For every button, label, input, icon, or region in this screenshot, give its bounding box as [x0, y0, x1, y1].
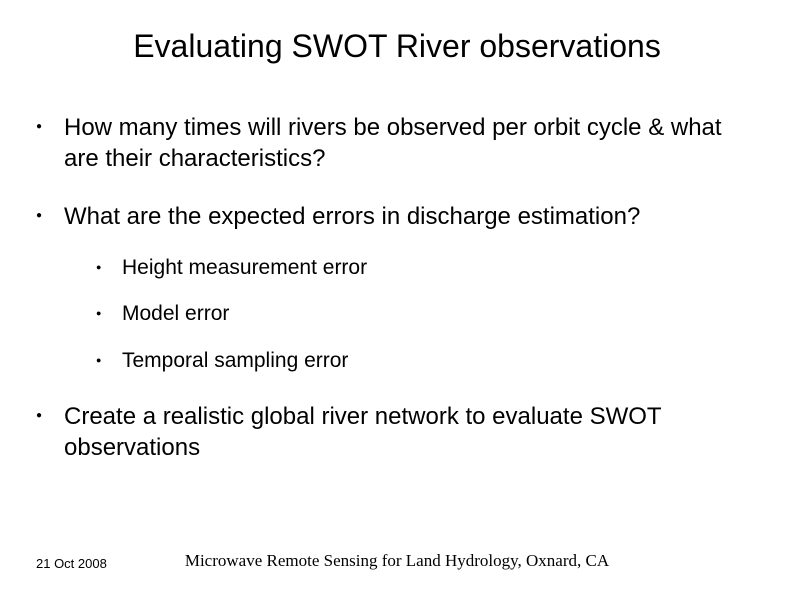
- bullet-item: What are the expected errors in discharg…: [36, 202, 758, 373]
- sub-bullet-text: Height measurement error: [122, 256, 367, 279]
- slide: Evaluating SWOT River observations How m…: [0, 0, 794, 595]
- footer-venue: Microwave Remote Sensing for Land Hydrol…: [0, 551, 794, 571]
- sub-bullet-list: Height measurement error Model error Tem…: [96, 255, 758, 374]
- bullet-item: How many times will rivers be observed p…: [36, 113, 758, 174]
- sub-bullet-item: Height measurement error: [96, 255, 758, 281]
- sub-bullet-item: Temporal sampling error: [96, 348, 758, 374]
- sub-bullet-text: Temporal sampling error: [122, 349, 348, 372]
- sub-bullet-text: Model error: [122, 302, 229, 325]
- sub-bullet-item: Model error: [96, 301, 758, 327]
- bullet-item: Create a realistic global river network …: [36, 402, 758, 463]
- bullet-text: What are the expected errors in discharg…: [64, 203, 640, 230]
- footer-date: 21 Oct 2008: [36, 556, 107, 571]
- bullet-list: How many times will rivers be observed p…: [36, 113, 758, 463]
- bullet-text: Create a realistic global river network …: [64, 403, 661, 461]
- slide-content: How many times will rivers be observed p…: [0, 75, 794, 463]
- slide-title: Evaluating SWOT River observations: [0, 0, 794, 75]
- bullet-text: How many times will rivers be observed p…: [64, 114, 722, 172]
